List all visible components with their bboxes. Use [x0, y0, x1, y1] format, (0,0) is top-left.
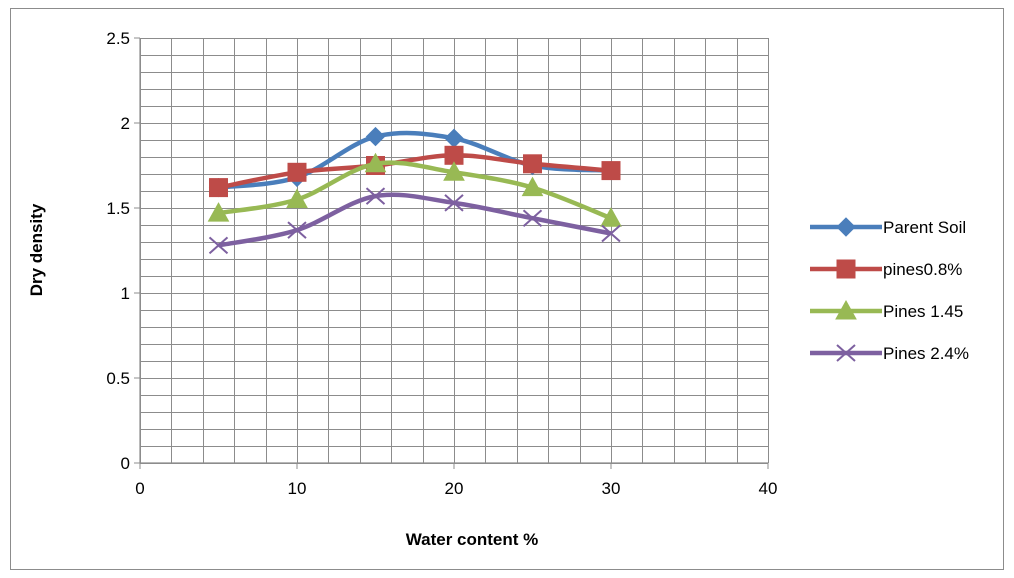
axes [134, 37, 769, 469]
series-line [218, 192, 612, 248]
y-axis-title: Dry density [27, 203, 46, 296]
data-point [601, 224, 621, 243]
data-point [601, 161, 621, 181]
legend-swatch-marker [835, 299, 857, 320]
x-tick-label: 10 [288, 479, 307, 498]
data-point [600, 207, 622, 227]
data-point [444, 194, 464, 212]
x-tick-label: 0 [135, 479, 144, 498]
data-point [287, 221, 307, 239]
data-point [521, 176, 544, 197]
legend: Parent Soil pines0.8% Pines 1.45 Pines 2.4% [810, 217, 969, 363]
legend-label: Pines 1.45 [883, 302, 963, 321]
data-point [209, 178, 228, 198]
legend-item: pines0.8% [810, 259, 962, 279]
legend-item: Pines 1.45 [810, 299, 963, 321]
data-point [365, 126, 386, 147]
grid [140, 38, 769, 464]
legend-item: Parent Soil [810, 217, 966, 237]
data-point [287, 162, 307, 182]
y-tick-label: 1 [121, 284, 130, 303]
x-tick-label: 40 [759, 479, 778, 498]
y-tick-label: 0.5 [106, 369, 130, 388]
data-point [522, 209, 543, 227]
y-tick-label: 0 [121, 454, 130, 473]
series-4 [208, 187, 621, 255]
y-tick-label: 1.5 [106, 199, 130, 218]
data-point [523, 154, 542, 174]
y-tick-label: 2.5 [106, 29, 130, 48]
y-tick-label: 2 [121, 114, 130, 133]
legend-label: pines0.8% [883, 260, 962, 279]
series-group [207, 126, 622, 255]
x-tick-label: 20 [445, 479, 464, 498]
tick-labels: 0 0.5 1 1.5 2 2.5 0 10 20 30 40 [106, 29, 777, 498]
legend-item: Pines 2.4% [810, 344, 969, 363]
x-axis-title: Water content % [406, 530, 539, 549]
chart-border [10, 8, 1004, 570]
legend-label: Pines 2.4% [883, 344, 969, 363]
x-tick-label: 30 [602, 479, 621, 498]
data-point [364, 152, 387, 173]
data-point [208, 236, 229, 255]
data-point [286, 188, 308, 208]
series-3 [207, 152, 622, 227]
legend-swatch-marker [836, 344, 856, 362]
data-point [365, 187, 386, 205]
legend-label: Parent Soil [883, 218, 966, 237]
data-point [443, 161, 465, 181]
legend-swatch-marker [836, 217, 856, 237]
legend-swatch-marker [836, 259, 856, 279]
data-point [207, 202, 230, 222]
